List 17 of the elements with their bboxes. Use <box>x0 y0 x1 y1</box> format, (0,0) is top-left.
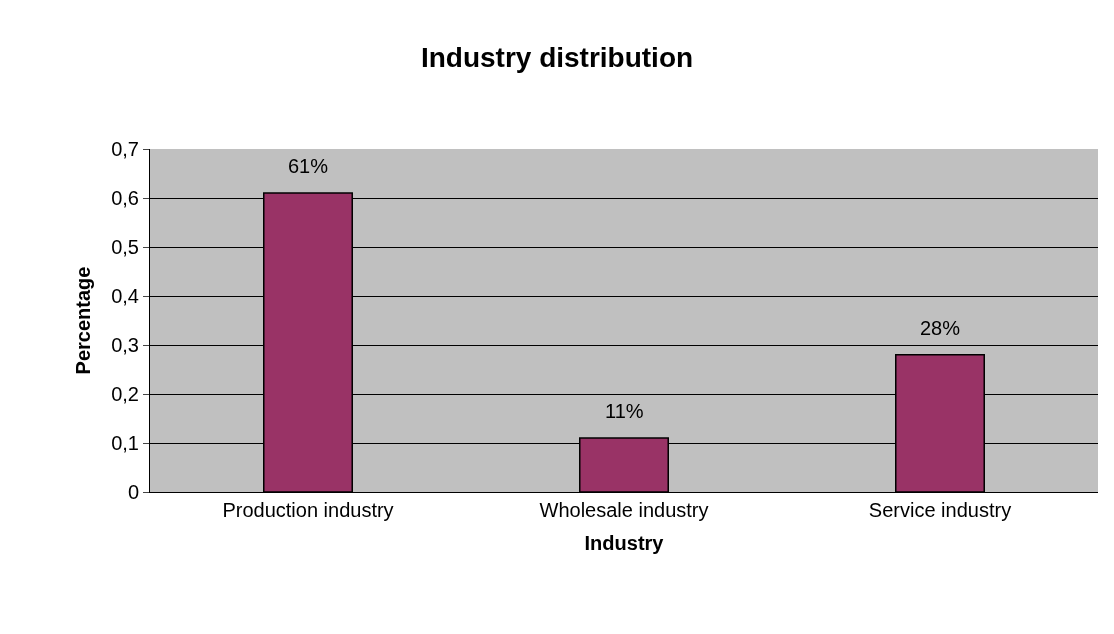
y-tick-label: 0,3 <box>111 334 139 356</box>
y-tick-label: 0,6 <box>111 187 139 209</box>
data-label: 11% <box>605 400 644 422</box>
y-tick-label: 0,5 <box>111 236 139 258</box>
y-tick-label: 0 <box>127 481 139 503</box>
x-tick-label: Service industry <box>868 499 1012 521</box>
data-label: 61% <box>288 155 329 177</box>
chart-title: Industry distribution <box>420 41 694 73</box>
x-tick-label: Production industry <box>222 499 394 521</box>
y-tick-label: 0,4 <box>111 285 139 307</box>
y-tick-label: 0,2 <box>111 383 139 405</box>
x-axis-title: Industry <box>584 531 665 554</box>
y-axis-title: Percentage <box>71 266 94 375</box>
x-tick-label: Wholesale industry <box>539 499 709 521</box>
data-label: 28% <box>920 317 961 339</box>
y-tick-label: 0,7 <box>111 138 139 160</box>
y-tick-label: 0,1 <box>111 432 139 454</box>
